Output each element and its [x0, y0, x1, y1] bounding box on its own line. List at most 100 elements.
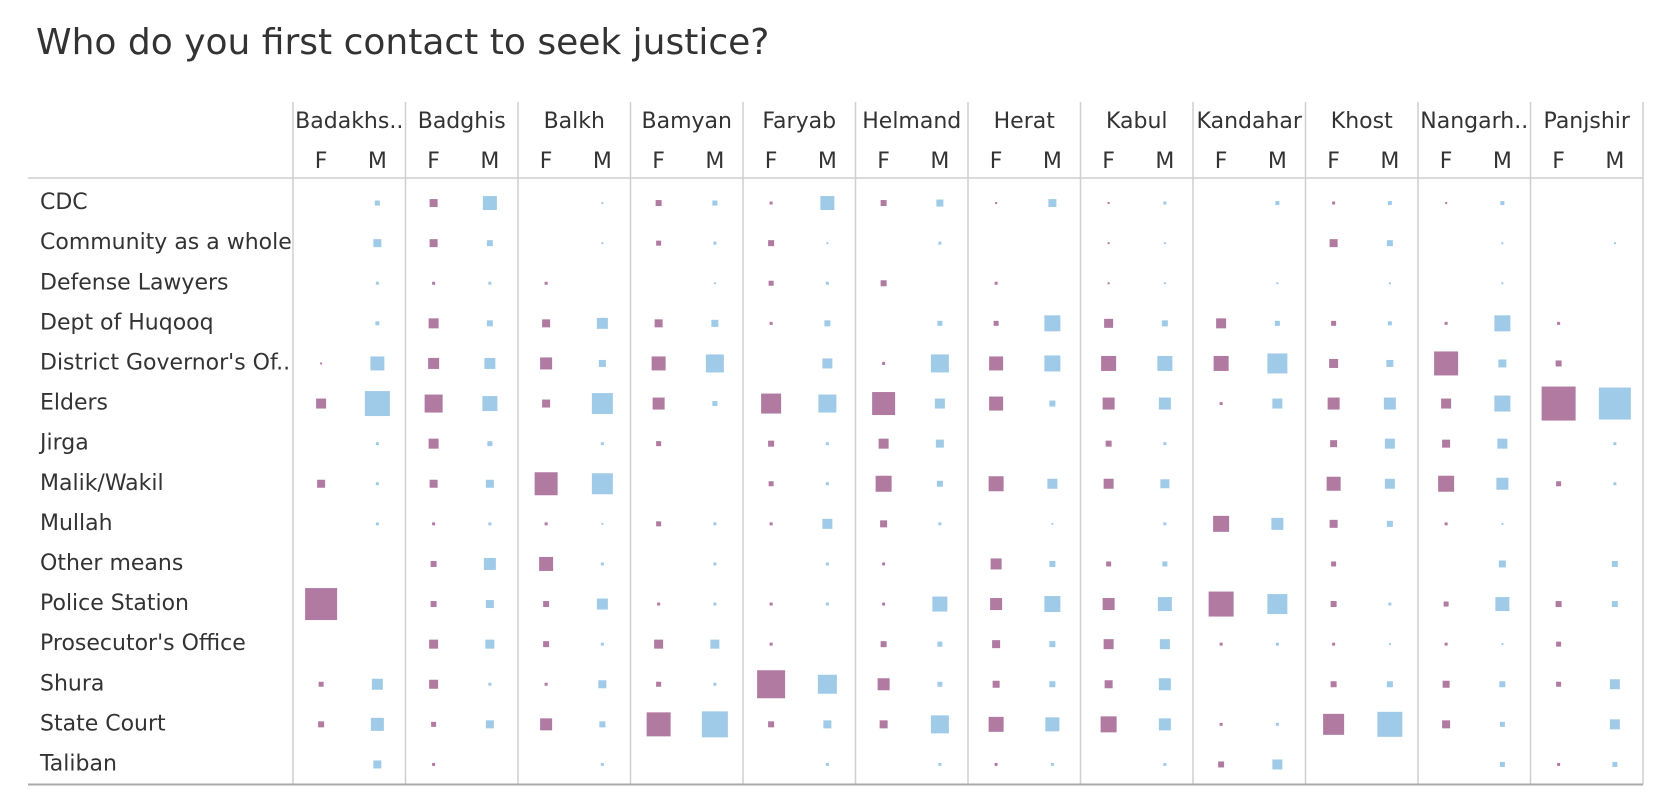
- data-square: [1556, 481, 1562, 487]
- data-square: [1442, 680, 1450, 688]
- row-label: Malik/Wakil: [40, 471, 164, 496]
- gender-header: M: [818, 149, 837, 174]
- row-label: Shura: [40, 671, 104, 696]
- data-square: [1499, 681, 1506, 688]
- column-header: Faryab: [762, 109, 836, 134]
- row-label: Community as a whole: [40, 230, 292, 255]
- data-square: [1163, 242, 1166, 245]
- data-square: [1497, 438, 1508, 449]
- data-square: [1157, 597, 1172, 612]
- gender-header: M: [1605, 149, 1624, 174]
- data-square: [1500, 201, 1505, 206]
- data-square: [1049, 641, 1056, 648]
- data-square: [485, 479, 494, 488]
- data-square: [1331, 561, 1337, 567]
- data-square: [1445, 202, 1448, 205]
- data-square: [482, 196, 497, 211]
- data-square: [989, 356, 1004, 371]
- data-square: [540, 357, 553, 370]
- data-square: [1330, 681, 1337, 688]
- data-square: [1163, 442, 1167, 446]
- data-square: [1501, 242, 1504, 245]
- data-square: [1327, 397, 1340, 410]
- data-square: [768, 721, 775, 728]
- data-square: [539, 556, 554, 571]
- data-square: [713, 282, 716, 285]
- data-square: [375, 522, 379, 526]
- data-square: [935, 439, 944, 448]
- column-header: Herat: [994, 109, 1056, 134]
- data-square: [768, 240, 775, 247]
- column-header: Badghis: [418, 109, 506, 134]
- data-square: [601, 242, 604, 245]
- data-square: [485, 720, 494, 729]
- data-square: [370, 717, 384, 731]
- data-square: [1557, 321, 1561, 325]
- gender-header: M: [368, 149, 387, 174]
- data-square: [1048, 199, 1057, 208]
- data-square: [712, 200, 718, 206]
- data-square: [879, 720, 888, 729]
- data-square: [825, 482, 829, 486]
- data-square: [652, 397, 665, 410]
- data-square: [1613, 482, 1617, 486]
- data-square: [596, 317, 608, 329]
- data-square: [1330, 601, 1337, 608]
- data-square: [1163, 201, 1167, 205]
- data-square: [713, 241, 717, 245]
- row-label: Mullah: [40, 511, 113, 536]
- data-square: [1107, 242, 1110, 245]
- data-square: [655, 200, 662, 207]
- data-square: [601, 522, 604, 525]
- data-square: [657, 602, 661, 606]
- data-square: [817, 674, 837, 694]
- data-square: [600, 642, 604, 646]
- column-header: Kandahar: [1197, 109, 1303, 134]
- data-square: [1609, 679, 1620, 690]
- gender-header: F: [1440, 149, 1453, 174]
- data-square: [1218, 761, 1225, 768]
- gender-header: M: [1493, 149, 1512, 174]
- data-square: [364, 391, 390, 417]
- gender-header: M: [1155, 149, 1174, 174]
- data-square: [823, 720, 832, 729]
- data-square: [713, 602, 717, 606]
- data-square: [1105, 440, 1112, 447]
- data-square: [1051, 522, 1054, 525]
- gender-header: F: [1552, 149, 1565, 174]
- data-square: [1049, 400, 1056, 407]
- data-square: [990, 598, 1003, 611]
- data-square: [1499, 761, 1505, 767]
- column-header: Badakhs..: [295, 109, 403, 134]
- data-square: [1160, 479, 1170, 489]
- data-square: [1329, 358, 1339, 368]
- gender-header: F: [652, 149, 665, 174]
- data-square: [1102, 598, 1115, 611]
- data-square: [656, 441, 662, 447]
- data-square: [1275, 722, 1279, 726]
- data-square: [542, 319, 551, 328]
- data-square: [375, 321, 380, 326]
- data-square: [1213, 515, 1230, 532]
- data-square: [486, 240, 493, 247]
- data-square: [1443, 601, 1449, 607]
- data-square: [424, 394, 443, 413]
- data-square: [1323, 713, 1345, 735]
- data-square: [930, 715, 949, 734]
- data-square: [1332, 642, 1336, 646]
- gender-header: M: [480, 149, 499, 174]
- data-square: [761, 393, 782, 414]
- data-square: [1384, 438, 1395, 449]
- data-square: [769, 201, 773, 205]
- data-square: [428, 357, 440, 369]
- data-square: [600, 442, 604, 446]
- row-label: Jirga: [38, 431, 89, 456]
- data-square: [544, 522, 548, 526]
- data-square: [989, 396, 1004, 411]
- data-square: [598, 359, 606, 367]
- data-square: [1555, 601, 1562, 608]
- data-square: [1272, 759, 1283, 770]
- data-square: [1386, 520, 1393, 527]
- data-square: [1159, 639, 1170, 650]
- column-header: Nangarh..: [1420, 109, 1528, 134]
